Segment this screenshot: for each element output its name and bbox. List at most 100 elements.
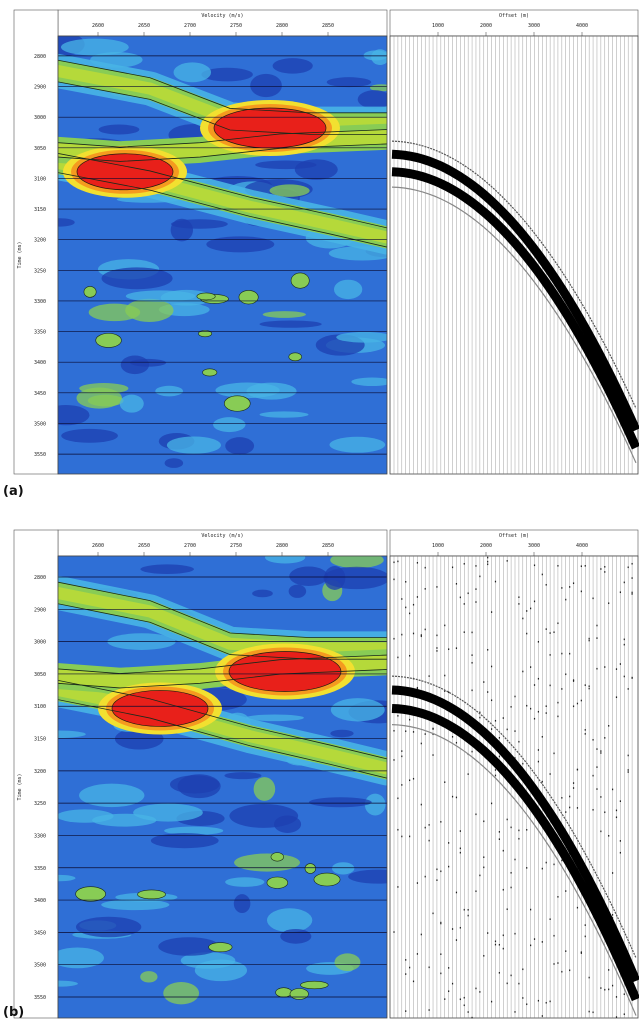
noise-speck: [487, 563, 489, 566]
spectrum-patch: [259, 411, 309, 418]
offset-tick-label: 4000: [576, 23, 588, 29]
noise-speck: [565, 890, 567, 892]
noise-speck: [530, 707, 532, 710]
spectrum-patch: [155, 385, 183, 397]
noise-speck: [428, 839, 430, 842]
noise-speck: [487, 648, 489, 651]
noise-speck: [451, 928, 454, 930]
semblance-blob: [300, 980, 329, 990]
noise-speck: [393, 729, 395, 732]
semblance-contour: [58, 81, 387, 135]
velocity-tick-label: 2750: [230, 23, 242, 29]
semblance-blob: [266, 876, 289, 889]
noise-speck: [565, 950, 567, 952]
noise-speck: [522, 762, 524, 765]
noise-speck: [420, 635, 422, 638]
noise-speck: [463, 631, 465, 633]
time-tick-label: 3450: [34, 930, 46, 936]
noise-speck: [553, 631, 555, 634]
noise-speck: [471, 654, 473, 656]
spectrum-frame: [57, 35, 388, 475]
spectrum-patch: [333, 279, 363, 300]
spectrum-patch: [164, 458, 184, 468]
spectrum-patch: [61, 428, 118, 443]
semblance-blob: [208, 942, 233, 953]
noise-speck: [537, 640, 540, 643]
noise-speck: [611, 984, 614, 987]
spectrum-patch: [253, 777, 276, 801]
noise-speck: [424, 628, 426, 631]
noise-speck: [611, 914, 614, 916]
spectrum-patch: [120, 355, 150, 375]
noise-speck: [479, 874, 481, 877]
noise-speck: [518, 982, 520, 985]
velocity-tick-label: 2700: [184, 543, 196, 549]
spectrum-patch: [259, 320, 322, 328]
noise-speck: [405, 973, 407, 975]
spectrum-patch: [288, 584, 307, 598]
noise-speck: [448, 842, 450, 844]
semblance-contour: [58, 603, 387, 660]
spectrum-patch: [266, 908, 313, 933]
noise-speck: [522, 670, 524, 673]
spectrum-patch: [119, 394, 144, 413]
noise-speck: [572, 705, 575, 708]
noise-speck: [580, 951, 582, 953]
noise-speck: [510, 871, 512, 874]
noise-speck: [557, 896, 559, 898]
noise-speck: [526, 610, 528, 612]
time-tick-label: 3550: [34, 452, 46, 458]
time-tick-label: 3400: [34, 360, 46, 366]
noise-speck: [401, 633, 403, 636]
time-tick-label: 3150: [34, 737, 46, 743]
time-tick-label: 3050: [34, 672, 46, 678]
noise-speck: [455, 891, 458, 894]
spectrum-patch: [330, 698, 385, 722]
noise-speck: [518, 603, 520, 605]
noise-speck: [494, 719, 497, 722]
noise-speck: [487, 556, 489, 559]
noise-speck: [436, 586, 438, 588]
offset-tick-label: 3000: [528, 23, 540, 29]
noise-speck: [557, 715, 559, 718]
noise-speck: [600, 750, 602, 752]
noise-speck: [416, 882, 419, 884]
spectrum-patch: [225, 437, 255, 455]
noise-speck: [409, 654, 411, 657]
noise-speck: [463, 908, 465, 911]
noise-speck: [530, 666, 532, 668]
noise-speck: [471, 750, 473, 753]
semblance-blob: [238, 290, 259, 305]
velocity-tick-label: 2850: [322, 23, 334, 29]
time-axis-title: Time (ms): [17, 241, 23, 268]
noise-speck: [604, 565, 606, 568]
noise-speck: [401, 598, 403, 600]
moveout-precursor: [391, 675, 637, 959]
noise-speck: [490, 1000, 493, 1003]
semblance-contour: [58, 699, 387, 779]
noise-speck: [502, 849, 504, 852]
noise-speck: [409, 612, 411, 615]
noise-speck: [565, 673, 567, 676]
spectrum-patch: [75, 916, 142, 938]
noise-speck: [498, 831, 500, 833]
noise-speck: [631, 591, 633, 594]
noise-speck: [502, 934, 504, 937]
noise-speck: [596, 766, 598, 768]
noise-speck: [506, 982, 508, 985]
noise-speck: [401, 755, 403, 758]
noise-speck: [494, 769, 497, 771]
noise-speck: [409, 966, 411, 969]
time-tick-label: 3000: [34, 640, 46, 646]
noise-speck: [405, 959, 407, 961]
noise-speck: [514, 695, 516, 698]
spectrum-patch: [101, 267, 173, 290]
noise-speck: [483, 866, 485, 869]
velocity-axis-title: Velocity (m/s): [201, 533, 243, 539]
spectrum-patch: [58, 947, 104, 969]
noise-speck: [569, 652, 571, 655]
spectrum-patch: [171, 219, 228, 229]
noise-speck: [615, 996, 618, 998]
noise-speck: [510, 974, 512, 977]
